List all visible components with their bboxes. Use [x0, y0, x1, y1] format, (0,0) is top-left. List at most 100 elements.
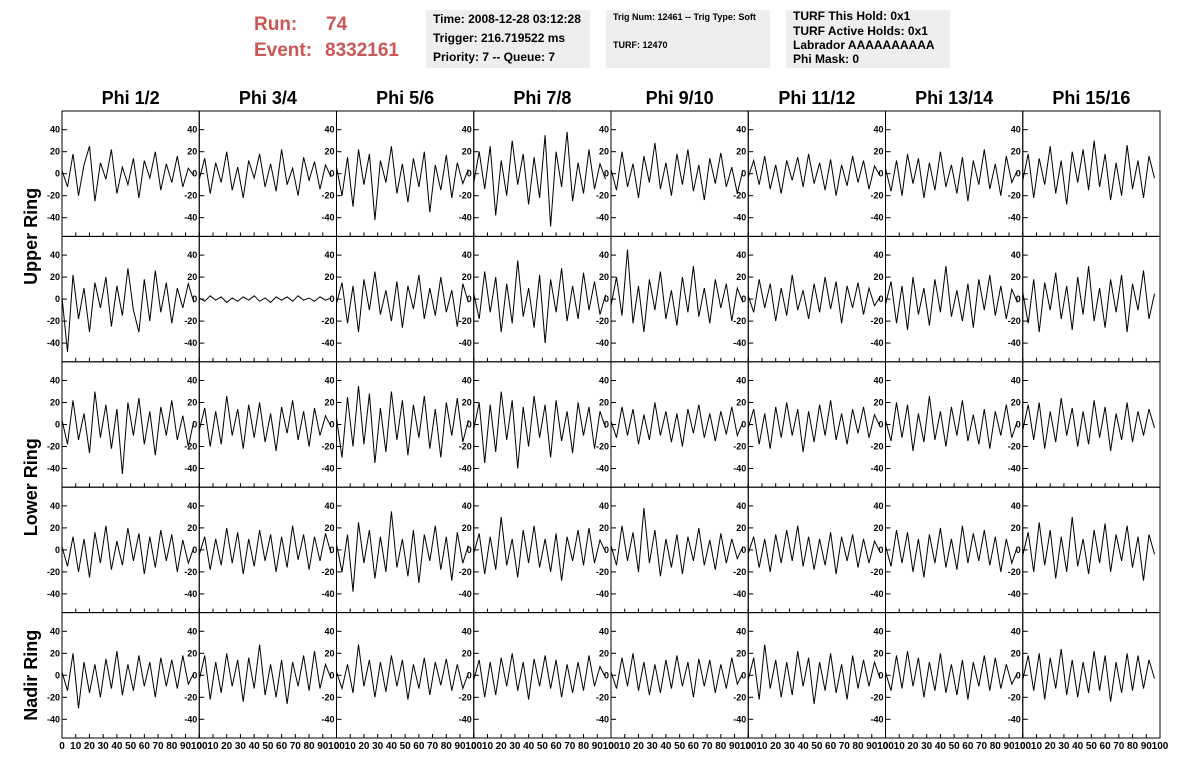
- y-tick-label: 20: [873, 147, 883, 157]
- y-tick-label: 0: [1016, 420, 1021, 430]
- x-tick-label: 30: [1058, 741, 1070, 752]
- info-box: [786, 10, 950, 68]
- y-tick-label: -40: [184, 714, 197, 724]
- x-tick-label: 20: [633, 741, 645, 752]
- y-tick-label: 40: [1011, 501, 1021, 511]
- column-title: Phi 7/8: [513, 88, 571, 108]
- x-tick-label: 80: [715, 741, 727, 752]
- y-tick-label: -20: [47, 567, 60, 577]
- x-tick-label: 90: [180, 741, 192, 752]
- waveform: [336, 511, 469, 592]
- x-tick-label: 40: [660, 741, 672, 752]
- x-tick-label: 0: [745, 741, 751, 752]
- x-tick-label: 10: [70, 741, 82, 752]
- info-line: Time: 2008-12-28 03:12:28: [433, 12, 581, 26]
- y-tick-label: -20: [733, 692, 746, 702]
- x-tick-label: 10: [756, 741, 768, 752]
- y-tick-label: 20: [50, 648, 60, 658]
- info-box: [426, 10, 590, 68]
- panel-frame: [610, 612, 749, 739]
- y-tick-label: -40: [596, 589, 609, 599]
- waveform: [610, 653, 744, 698]
- y-tick-label: 20: [324, 147, 334, 157]
- panel-frame: [336, 110, 475, 237]
- y-tick-label: -40: [870, 464, 883, 474]
- column-title: Phi 1/2: [102, 88, 160, 108]
- waveform: [747, 153, 881, 196]
- y-tick-label: -20: [321, 442, 334, 452]
- y-tick-label: -20: [47, 692, 60, 702]
- y-tick-label: -40: [459, 589, 472, 599]
- x-tick-label: 100: [1014, 741, 1031, 752]
- y-tick-label: 40: [462, 376, 472, 386]
- waveform: [747, 525, 881, 575]
- x-tick-label: 0: [471, 741, 477, 752]
- y-tick-label: 40: [187, 250, 197, 260]
- x-tick-label: 80: [166, 741, 178, 752]
- y-tick-label: -20: [870, 191, 883, 201]
- y-tick-label: -20: [870, 692, 883, 702]
- y-tick-label: 20: [324, 272, 334, 282]
- y-tick-label: -40: [184, 589, 197, 599]
- y-tick-label: 40: [736, 501, 746, 511]
- y-tick-label: 0: [741, 169, 746, 179]
- y-tick-label: 20: [462, 272, 472, 282]
- x-tick-label: 90: [317, 741, 329, 752]
- column-title: Phi 3/4: [239, 88, 297, 108]
- y-tick-label: 40: [187, 501, 197, 511]
- y-tick-label: -40: [47, 464, 60, 474]
- y-tick-label: 40: [50, 250, 60, 260]
- waveform: [473, 131, 606, 227]
- waveform: [336, 385, 469, 464]
- y-tick-label: 40: [736, 250, 746, 260]
- y-tick-label: -40: [47, 213, 60, 223]
- x-tick-label: 20: [358, 741, 370, 752]
- y-tick-label: 20: [873, 272, 883, 282]
- panel-frame: [473, 110, 612, 237]
- y-tick-label: -40: [733, 714, 746, 724]
- x-tick-label: 0: [59, 741, 65, 752]
- y-tick-label: 0: [467, 545, 472, 555]
- waveform: [199, 295, 332, 304]
- x-tick-label: 80: [303, 741, 315, 752]
- y-tick-label: -20: [1008, 316, 1021, 326]
- y-tick-label: 20: [50, 523, 60, 533]
- x-tick-label: 80: [441, 741, 453, 752]
- y-tick-label: 20: [599, 648, 609, 658]
- waveform: [61, 651, 195, 709]
- y-tick-label: 40: [873, 501, 883, 511]
- x-tick-label: 100: [1152, 741, 1169, 752]
- y-tick-label: 0: [741, 670, 746, 680]
- y-tick-label: 40: [736, 125, 746, 135]
- x-tick-label: 80: [852, 741, 864, 752]
- y-tick-label: 0: [741, 294, 746, 304]
- y-tick-label: -20: [459, 191, 472, 201]
- waveform: [473, 516, 606, 581]
- y-tick-label: 0: [329, 545, 334, 555]
- y-tick-label: 0: [55, 294, 60, 304]
- y-tick-label: 0: [1016, 545, 1021, 555]
- waveform: [1022, 398, 1155, 451]
- y-tick-label: 40: [873, 125, 883, 135]
- y-tick-label: -20: [184, 316, 197, 326]
- panel-frame: [610, 486, 749, 614]
- event-value: 8332161: [325, 40, 399, 61]
- panel-frame: [885, 361, 1024, 488]
- y-tick-label: 0: [192, 294, 197, 304]
- y-tick-label: 0: [329, 670, 334, 680]
- y-tick-label: 0: [604, 420, 609, 430]
- x-tick-label: 50: [262, 741, 274, 752]
- y-tick-label: -40: [870, 589, 883, 599]
- y-tick-label: 0: [329, 169, 334, 179]
- waveform: [885, 266, 1018, 330]
- y-tick-label: 20: [1011, 523, 1021, 533]
- y-tick-label: -40: [596, 213, 609, 223]
- x-tick-label: 100: [191, 741, 208, 752]
- panel-frame: [473, 486, 612, 614]
- y-tick-label: -20: [1008, 191, 1021, 201]
- x-tick-label: 0: [608, 741, 614, 752]
- y-tick-label: 0: [604, 169, 609, 179]
- y-tick-label: -40: [733, 338, 746, 348]
- y-tick-label: 40: [599, 376, 609, 386]
- x-tick-label: 40: [935, 741, 947, 752]
